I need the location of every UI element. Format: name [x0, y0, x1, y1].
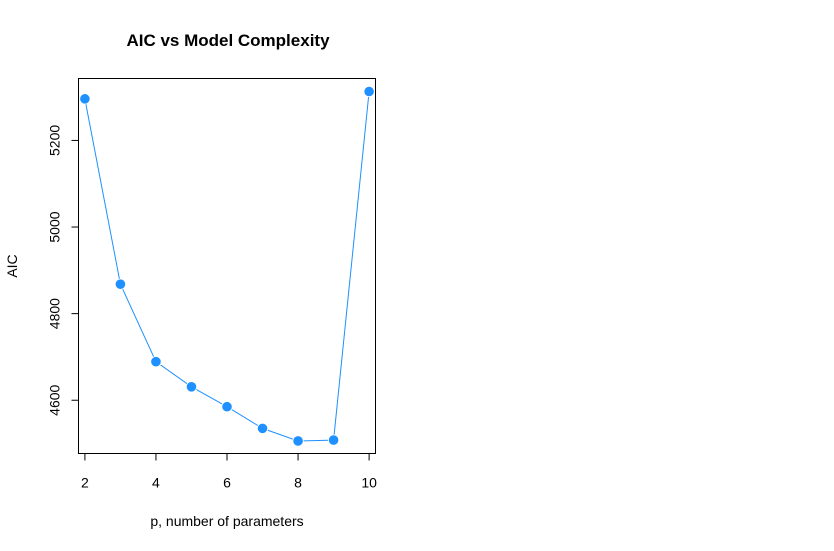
y-axis-label: AIC	[4, 254, 20, 277]
y-axis: 4600 4800 5000 5200	[47, 125, 79, 416]
data-point	[150, 356, 162, 368]
x-tick-label: 6	[223, 475, 231, 491]
y-tick-label: 5200	[47, 125, 63, 156]
data-point	[292, 435, 304, 447]
y-tick-label: 4600	[47, 384, 63, 415]
chart-title: AIC vs Model Complexity	[126, 31, 330, 50]
data-point	[363, 85, 375, 98]
x-tick-label: 2	[81, 475, 89, 491]
x-axis: 2 4 6 8 10	[81, 453, 377, 491]
data-point	[79, 93, 91, 105]
x-axis-label: p, number of parameters	[150, 513, 303, 529]
data-point	[327, 434, 340, 446]
data-point	[256, 422, 269, 434]
x-tick-label: 10	[361, 475, 377, 491]
x-tick-label: 4	[152, 475, 160, 491]
y-tick-label: 5000	[47, 211, 63, 242]
data-point	[221, 401, 233, 413]
data-point	[185, 381, 198, 393]
plot-frame	[78, 78, 376, 454]
data-point	[114, 278, 127, 290]
x-tick-label: 8	[294, 475, 302, 491]
series-layer	[79, 85, 375, 447]
y-tick-label: 4800	[47, 298, 63, 329]
series-line	[84, 91, 370, 442]
